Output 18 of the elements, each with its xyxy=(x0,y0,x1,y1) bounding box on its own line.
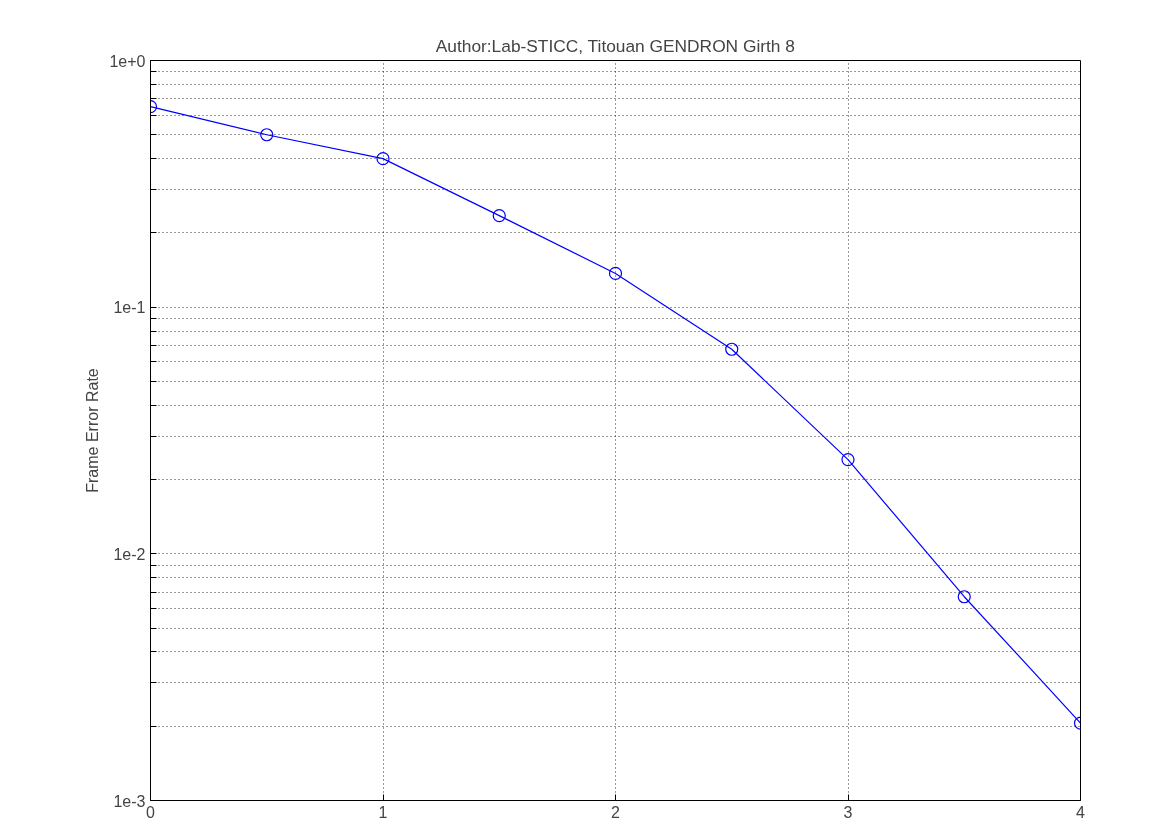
chart-title: Author:Lab-STICC, Titouan GENDRON Girth 8 xyxy=(435,35,795,56)
point xyxy=(725,342,739,356)
x-tick-label: 2 xyxy=(611,803,621,821)
point xyxy=(957,590,971,604)
point xyxy=(841,453,855,467)
y-tick-label: 1e+0 xyxy=(109,52,146,70)
y-tick-label: 1e-2 xyxy=(113,545,146,563)
x-tick-label: 3 xyxy=(843,803,853,821)
y-tick-label: 1e-1 xyxy=(113,299,146,317)
x-tick-label: 0 xyxy=(146,803,156,821)
point xyxy=(608,266,623,281)
point xyxy=(376,152,390,166)
x-tick-label: 4 xyxy=(1076,803,1086,821)
point xyxy=(260,128,274,142)
point xyxy=(492,209,506,223)
y-tick-label: 1e-3 xyxy=(113,792,146,810)
x-tick-label: 1 xyxy=(378,803,388,821)
y-axis-title: Frame Error Rate xyxy=(84,368,102,493)
